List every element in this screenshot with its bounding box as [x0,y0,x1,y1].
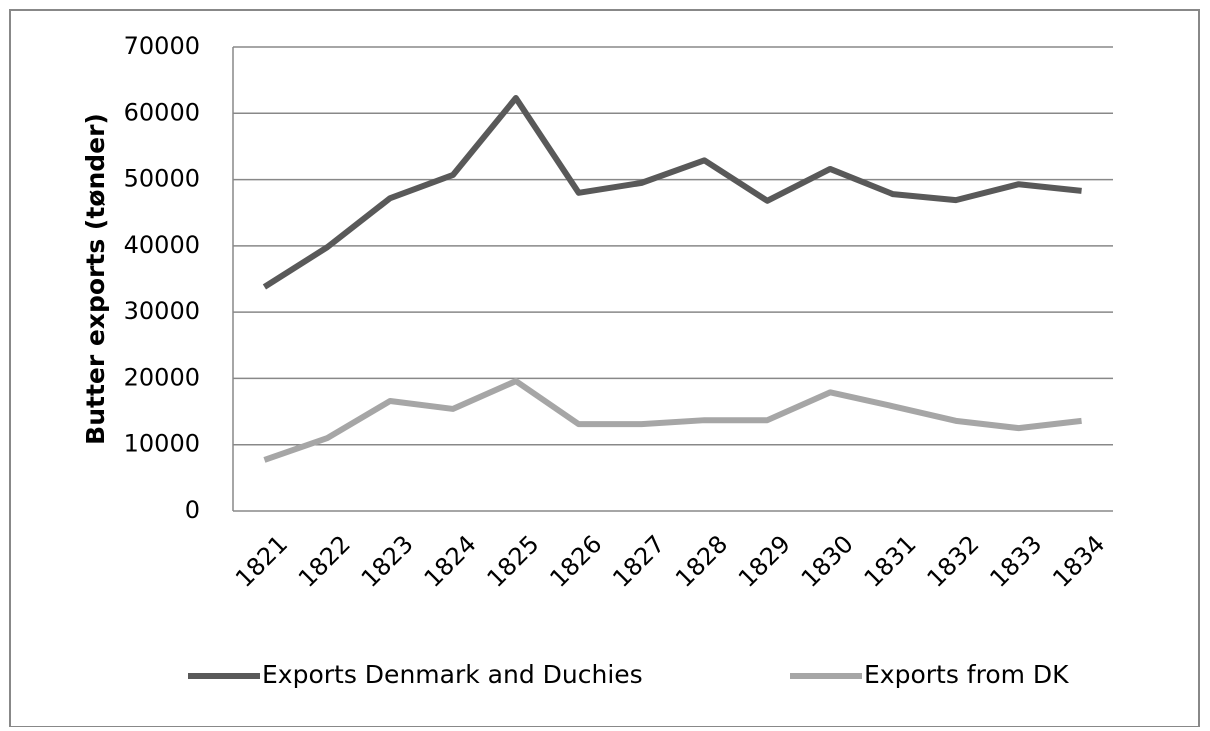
y-tick-label: 60000 [124,98,200,126]
y-tick-label: 30000 [124,297,200,325]
y-tick-label: 0 [185,496,200,524]
legend-label: Exports Denmark and Duchies [262,660,643,689]
line-series [263,378,1082,463]
y-tick-label: 50000 [124,165,200,193]
y-axis-label: Butter exports (tønder) [81,113,110,445]
chart-border [9,9,1200,728]
line-series [262,95,1082,290]
legend-label: Exports from DK [864,660,1069,689]
y-tick-label: 40000 [124,231,200,259]
y-tick-label: 70000 [124,32,200,60]
y-tick-label: 10000 [124,430,200,458]
y-tick-label: 20000 [124,363,200,391]
